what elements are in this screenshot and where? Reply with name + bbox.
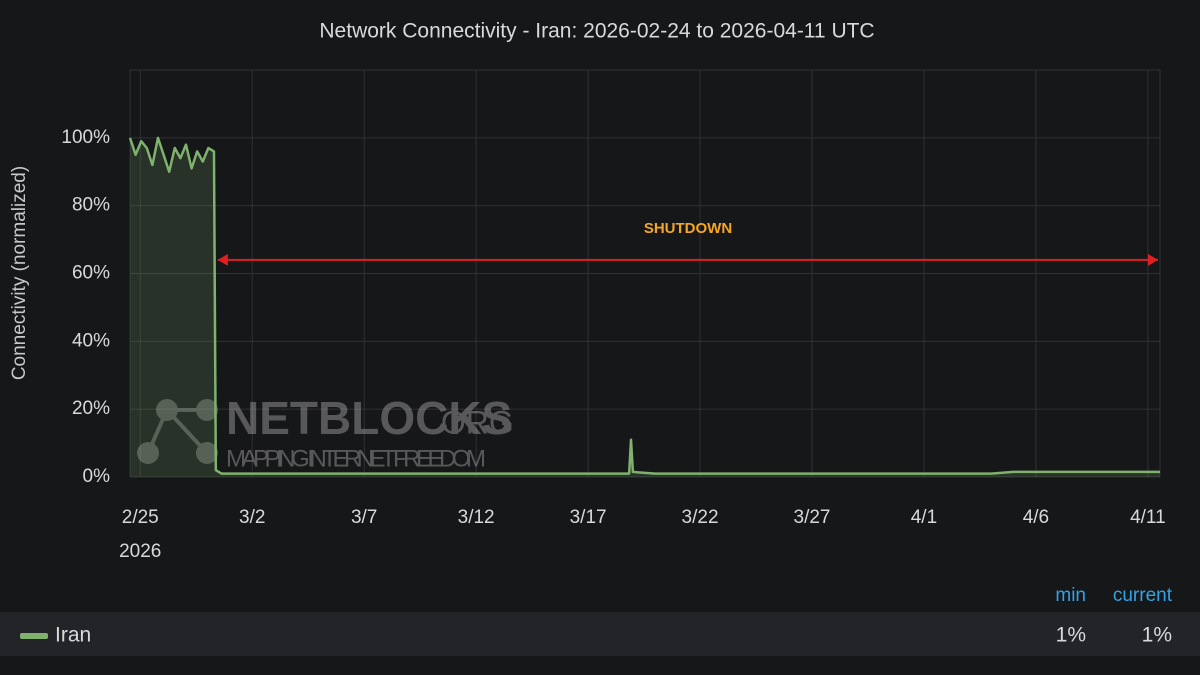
legend: min current Iran 1% 1%: [20, 585, 1173, 647]
watermark-name: NETBLOCKS: [226, 392, 512, 444]
legend-column-header: min: [1055, 585, 1086, 606]
y-tick-label: 100%: [61, 127, 110, 148]
y-tick-label: 80%: [72, 195, 110, 216]
watermark-logo: [137, 399, 218, 464]
x-tick-label: 3/7: [351, 507, 377, 528]
grid: [129, 69, 1161, 478]
x-tick-label: 4/11: [1130, 507, 1166, 528]
annotation-label: SHUTDOWN: [644, 220, 732, 237]
x-tick-label: 4/6: [1023, 507, 1049, 528]
y-tick-label: 40%: [72, 330, 110, 351]
chart-title: Network Connectivity - Iran: 2026-02-24 …: [319, 20, 874, 43]
x-tick-label: 3/12: [458, 507, 495, 528]
line: [128, 136, 1160, 475]
x-tick-label: 3/22: [682, 507, 719, 528]
legend-value: 1%: [1056, 624, 1086, 647]
watermark-suffix: .ORG: [432, 404, 514, 440]
x-tick-label: 2/25: [122, 507, 159, 528]
y-tick-label: 20%: [72, 398, 110, 419]
x-year-label: 2026: [119, 541, 161, 562]
arrow-head: [1148, 253, 1158, 266]
x-tick-label: 3/2: [239, 507, 265, 528]
x-tick-label: 3/27: [794, 507, 831, 528]
watermark: NETBLOCKS .ORG MAPPING INTERNET FREEDOM: [226, 392, 514, 472]
plot: SHUTDOWN: [128, 136, 1160, 477]
legend-swatch: [20, 633, 48, 639]
watermark-tagline: MAPPING INTERNET FREEDOM: [226, 445, 486, 472]
y-tick-label: 60%: [72, 263, 110, 284]
y-tick-label: 0%: [83, 466, 111, 487]
arrow-head: [217, 253, 228, 266]
y-axis-label: Connectivity (normalized): [9, 166, 30, 380]
legend-row: [0, 612, 1200, 656]
x-tick-label: 4/1: [911, 507, 937, 528]
legend-value: 1%: [1142, 624, 1172, 647]
x-tick-label: 3/17: [570, 507, 607, 528]
legend-column-header: current: [1113, 585, 1173, 606]
legend-label: Iran: [55, 624, 91, 647]
